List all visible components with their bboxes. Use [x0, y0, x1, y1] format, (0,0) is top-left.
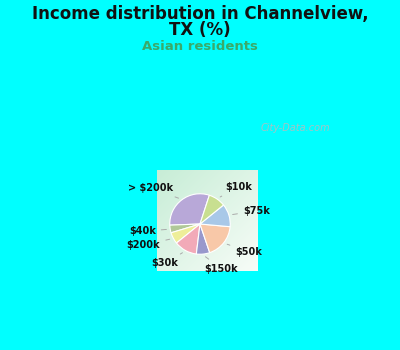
Wedge shape: [200, 195, 224, 224]
Text: TX (%): TX (%): [169, 21, 231, 39]
Wedge shape: [170, 194, 209, 225]
Text: City-Data.com: City-Data.com: [260, 123, 330, 133]
Text: > $200k: > $200k: [128, 183, 178, 198]
Wedge shape: [196, 224, 210, 254]
Text: Asian residents: Asian residents: [142, 40, 258, 53]
Text: $40k: $40k: [129, 226, 166, 237]
Wedge shape: [176, 224, 200, 254]
Text: $200k: $200k: [127, 239, 170, 250]
Wedge shape: [171, 224, 200, 243]
Text: $150k: $150k: [204, 257, 238, 274]
Wedge shape: [200, 224, 230, 253]
Text: $50k: $50k: [227, 244, 262, 257]
Text: Income distribution in Channelview,: Income distribution in Channelview,: [32, 5, 368, 23]
Text: $30k: $30k: [151, 253, 182, 268]
Wedge shape: [170, 224, 200, 233]
Wedge shape: [200, 205, 230, 227]
Text: $10k: $10k: [220, 182, 252, 197]
Text: $75k: $75k: [233, 206, 270, 216]
